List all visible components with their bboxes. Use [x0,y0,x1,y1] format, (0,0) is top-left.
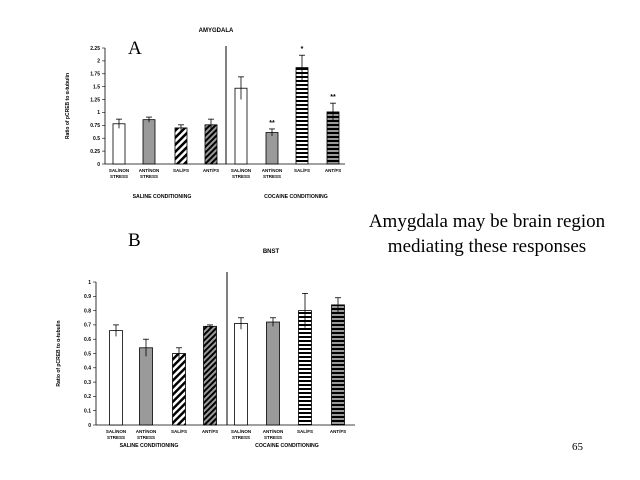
x-tick-label: STRESS [107,435,125,440]
y-tick-label: 0.2 [84,394,91,400]
x-tick-label: STRESS [232,174,250,179]
y-tick-label: 0.4 [84,366,91,372]
group-label: COCAINE CONDITIONING [264,194,328,200]
y-tick-label: 0.8 [84,308,91,314]
y-tick-label: 0 [97,162,100,168]
x-tick-label: ANT/NON [262,168,283,173]
bar [265,132,279,165]
x-tick-label: ANT/FS [325,168,341,173]
bar [112,123,126,165]
x-tick-label: STRESS [110,174,128,179]
x-tick-label: ANT/FS [202,429,218,434]
bar [266,321,280,426]
y-tick-label: 0 [88,423,91,429]
y-tick-label: 1.25 [90,97,100,103]
y-tick-label: 0.25 [90,149,100,155]
y-tick-label: 0.6 [84,337,91,343]
chart-title: AMYGDALA [199,28,234,34]
caption-line-1: Amygdala may be brain region [368,211,606,232]
y-tick-label: 1.5 [93,84,100,90]
group-label: COCAINE CONDITIONING [255,443,319,449]
bar [204,124,218,165]
x-tick-label: SAL/NON [109,168,129,173]
bar [331,304,345,426]
significance-marker: ** [269,120,275,127]
x-tick-label: SAL/FS [297,429,313,434]
y-tick-label: 0.9 [84,294,91,300]
bar [295,67,309,165]
y-tick-label: 0.7 [84,323,91,329]
amygdala-chart: AMYGDALA Ratio of pCREB to α-tubulin 0 0.25… [65,28,345,200]
bar [142,119,156,165]
x-tick-label: ANT/NON [263,429,284,434]
x-tick-label: SAL/FS [171,429,187,434]
x-tick-label: STRESS [263,174,281,179]
panel-a-letter: A [128,38,142,59]
bar [139,347,153,426]
x-tick-label: STRESS [232,435,250,440]
bar [234,87,248,165]
significance-marker: ** [330,94,336,101]
group-label: SALINE CONDITIONING [133,194,192,200]
y-tick-label: 0.3 [84,380,91,386]
caption-line-2: mediating these responses [387,236,587,257]
bar [172,353,186,426]
x-tick-label: SAL/NON [231,168,251,173]
y-tick-label: 2.25 [90,46,100,52]
y-tick-label: 1 [88,280,91,286]
bar [174,127,188,165]
bar [234,323,248,426]
y-tick-label: 0.1 [84,409,91,415]
y-tick-label: 1.75 [90,72,100,78]
y-tick-label: 0.5 [84,351,91,357]
bar [109,330,123,426]
bnst-chart: BNST Ratio of pCREB to α-tubulin 0 0.1 0.2 0.… [56,249,355,449]
y-tick-label: 0.5 [93,136,100,142]
y-axis-label: Ratio of pCREB to α-tubulin [56,320,62,386]
y-tick-label: 0.75 [90,123,100,129]
y-tick-label: 1 [97,110,100,116]
panel-b-letter: B [128,230,141,251]
y-tick-label: 2 [97,59,100,65]
slide-caption: Amygdala may be brain region mediating t… [346,209,628,259]
significance-marker: * [301,46,304,53]
x-tick-label: ANT/FS [330,429,346,434]
x-tick-label: ANT/NON [139,168,160,173]
x-tick-label: SAL/NON [106,429,126,434]
x-tick-label: ANT/NON [136,429,157,434]
chart-title: BNST [263,249,280,255]
x-tick-label: SAL/FS [294,168,310,173]
x-tick-label: ANT/FS [203,168,219,173]
x-tick-label: SAL/NON [231,429,251,434]
x-tick-label: STRESS [137,435,155,440]
x-tick-label: STRESS [264,435,282,440]
x-tick-label: SAL/FS [173,168,189,173]
page-number: 65 [572,441,583,453]
x-tick-label: STRESS [140,174,158,179]
bar [203,325,217,426]
y-axis-label: Ratio of pCREB to α-tubulin [65,73,71,139]
group-label: SALINE CONDITIONING [120,443,179,449]
